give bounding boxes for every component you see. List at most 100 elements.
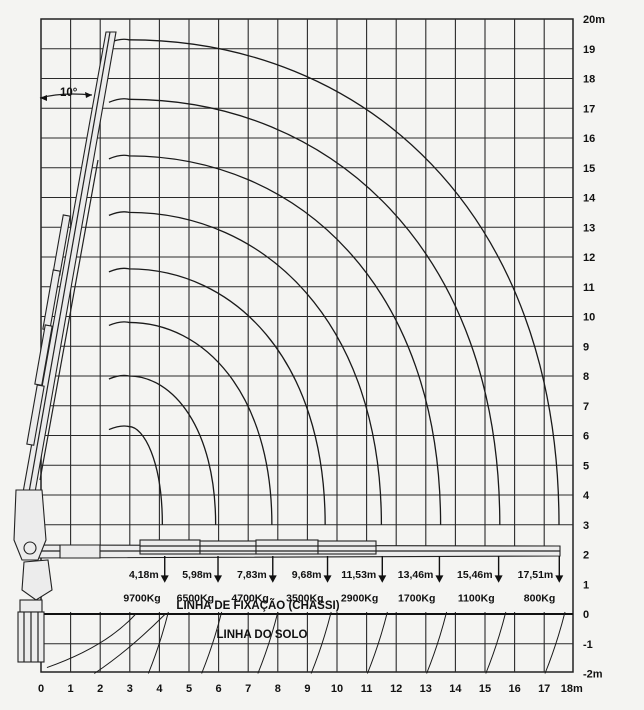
y-tick-label: 8 [583, 371, 589, 383]
y-tick-label: 17 [583, 103, 595, 115]
y-tick-label: 4 [583, 490, 590, 502]
x-tick-label: 15 [479, 683, 491, 695]
load-point: 9,68m 3500Kg [286, 555, 332, 605]
load-points: 4,18m 9700Kg 5,98m 6500Kg 7,83m 4700Kg 9,68m 35… [123, 555, 564, 605]
ground-zone [46, 611, 566, 674]
ground-arc [147, 611, 169, 674]
angle-label: 10° [60, 87, 78, 99]
load-point: 11,53m 2900Kg [341, 555, 387, 605]
load-reach-label: 9,68m [292, 569, 322, 581]
y-tick-label: 10 [583, 312, 595, 324]
load-reach-label: 17,51m [518, 569, 554, 581]
x-tick-label: 0 [38, 683, 44, 695]
horizontal-boom [29, 539, 561, 559]
x-tick-label: 5 [186, 683, 192, 695]
ground-arc [426, 611, 448, 674]
x-tick-label: 1 [68, 683, 74, 695]
fixation-line-label: LINHA DE FIXAÇÃO (CHASSI) [176, 599, 339, 612]
load-reach-label: 13,46m [398, 569, 434, 581]
ground-arc [366, 611, 388, 674]
y-tick-label: 11 [583, 282, 595, 294]
ground-arc [201, 611, 223, 674]
y-tick-label: 0 [583, 609, 589, 621]
ground-arc [94, 613, 166, 674]
ground-arc [46, 613, 137, 669]
ground-line-label: LINHA DO SOLO [217, 629, 308, 641]
x-tick-label: 6 [216, 683, 222, 695]
y-tick-label: 9 [583, 341, 589, 353]
load-arrow-head [268, 575, 277, 583]
crane-illustration [13, 31, 561, 663]
reach-arc [108, 98, 501, 525]
load-point: 17,51m 800Kg [518, 555, 564, 605]
load-weight-label: 1100Kg [458, 593, 495, 605]
x-tick-label: 4 [156, 683, 163, 695]
ground-arc [310, 611, 332, 674]
reach-arc [108, 38, 560, 525]
x-tick-label: 14 [449, 683, 462, 695]
load-arrow-head [160, 575, 169, 583]
load-point: 5,98m 6500Kg [177, 555, 223, 605]
crane-column [13, 489, 53, 663]
y-tick-label: -1 [583, 639, 593, 651]
load-weight-label: 3500Kg [286, 593, 323, 605]
y-tick-label: 7 [583, 401, 589, 413]
y-tick-label: 13 [583, 222, 595, 234]
y-tick-label: 15 [583, 163, 595, 175]
load-arrow-head [555, 575, 564, 583]
x-tick-label: 10 [331, 683, 343, 695]
raised-boom [21, 31, 117, 499]
y-tick-label: 1 [583, 579, 589, 591]
load-point: 13,46m 1700Kg [398, 555, 444, 605]
load-reach-label: 11,53m [341, 569, 376, 581]
load-weight-label: 1700Kg [398, 593, 435, 605]
load-arrow-head [494, 575, 503, 583]
reach-arc [108, 374, 217, 525]
load-point: 7,83m 4700Kg [231, 555, 277, 605]
load-weight-label: 800Kg [524, 593, 556, 605]
label-panel [42, 550, 572, 612]
y-tick-label: 20m [583, 14, 605, 26]
ground-arc [257, 611, 279, 674]
y-tick-label: -2m [583, 669, 603, 681]
load-weight-label: 6500Kg [177, 593, 214, 605]
load-reach-label: 7,83m [237, 569, 267, 581]
load-weight-label: 9700Kg [123, 593, 160, 605]
reach-arcs [108, 38, 560, 525]
x-tick-label: 8 [275, 683, 281, 695]
y-tick-label: 19 [583, 44, 595, 56]
y-tick-label: 12 [583, 252, 595, 264]
x-tick-label: 12 [390, 683, 402, 695]
reach-arc [108, 321, 273, 525]
x-tick-label: 3 [127, 683, 133, 695]
ground-arc [544, 611, 566, 674]
x-axis-end-label: 18m [561, 683, 583, 695]
x-tick-label: 2 [97, 683, 103, 695]
y-tick-label: 2 [583, 550, 589, 562]
load-arrow-head [435, 575, 444, 583]
load-point: 4,18m 9700Kg [123, 555, 169, 605]
x-tick-label: 16 [508, 683, 520, 695]
load-point: 15,46m 1100Kg [457, 555, 503, 605]
load-reach-label: 4,18m [129, 569, 159, 581]
y-tick-label: 16 [583, 133, 595, 145]
y-tick-label: 18 [583, 74, 595, 86]
load-arrow-head [323, 575, 332, 583]
x-tick-label: 9 [304, 683, 310, 695]
reach-arc [108, 211, 383, 525]
reach-arc [108, 267, 326, 525]
load-weight-label: 4700Kg [231, 593, 268, 605]
load-arrow-head [214, 575, 223, 583]
x-tick-label: 17 [538, 683, 550, 695]
x-tick-label: 11 [361, 683, 373, 695]
y-tick-label: 5 [583, 460, 589, 472]
load-arrow-head [378, 575, 387, 583]
reach-arc [108, 425, 164, 525]
load-reach-label: 5,98m [182, 569, 212, 581]
angle-indicator [39, 92, 93, 101]
load-weight-label: 2900Kg [341, 593, 378, 605]
load-reach-label: 15,46m [457, 569, 493, 581]
x-tick-label: 7 [245, 683, 251, 695]
